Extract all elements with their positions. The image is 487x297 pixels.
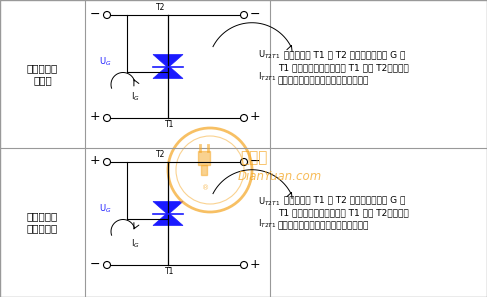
- Text: I$_{T2T1}$: I$_{T2T1}$: [258, 217, 277, 230]
- Text: 工作电压为 T1 正 T2 负，触发电压为 G 负: 工作电压为 T1 正 T2 负，触发电压为 G 负: [278, 50, 405, 59]
- Text: 这种方式为第四象限的正向触发方式。: 这种方式为第四象限的正向触发方式。: [278, 222, 369, 230]
- Text: +: +: [250, 257, 261, 271]
- Polygon shape: [153, 55, 183, 68]
- Text: I$_G$: I$_G$: [131, 237, 140, 250]
- Text: I$_G$: I$_G$: [131, 90, 140, 103]
- Text: −: −: [250, 154, 261, 168]
- Text: 第四象限正
向触发方式: 第四象限正 向触发方式: [27, 211, 58, 233]
- Text: T1 负，导通电流的方向是 T1 流向 T2，我们称: T1 负，导通电流的方向是 T1 流向 T2，我们称: [278, 208, 409, 217]
- Text: T1: T1: [165, 120, 175, 129]
- Text: 电源网: 电源网: [240, 151, 267, 165]
- Text: −: −: [90, 257, 100, 271]
- Text: −: −: [90, 7, 100, 20]
- Text: 工作电压为 T1 正 T2 负，触发电压为 G 正: 工作电压为 T1 正 T2 负，触发电压为 G 正: [278, 195, 405, 205]
- Text: I$_{T2T1}$: I$_{T2T1}$: [258, 70, 277, 83]
- Text: +: +: [90, 110, 100, 124]
- Polygon shape: [153, 212, 183, 225]
- Text: +: +: [90, 154, 100, 168]
- Text: U$_{T2T1}$: U$_{T2T1}$: [258, 48, 280, 61]
- Polygon shape: [153, 65, 183, 78]
- Text: U$_G$: U$_G$: [99, 55, 112, 68]
- Text: ®: ®: [203, 185, 209, 191]
- Text: U$_{T2T1}$: U$_{T2T1}$: [258, 195, 280, 208]
- Text: 第三象限正
向触发: 第三象限正 向触发: [27, 63, 58, 85]
- Text: DianYuan.com: DianYuan.com: [238, 170, 322, 182]
- Polygon shape: [201, 165, 207, 175]
- Text: T2: T2: [156, 3, 165, 12]
- Polygon shape: [153, 201, 183, 215]
- Text: T2: T2: [156, 150, 165, 159]
- Text: +: +: [250, 110, 261, 124]
- Text: T1: T1: [165, 267, 175, 276]
- Text: U$_G$: U$_G$: [99, 202, 112, 215]
- Polygon shape: [198, 151, 210, 165]
- Text: T1 正，导通电流的方向是 T1 流向 T2，我们称: T1 正，导通电流的方向是 T1 流向 T2，我们称: [278, 64, 409, 72]
- Text: 这种方式为第三象限的负向触发方式。: 这种方式为第三象限的负向触发方式。: [278, 77, 369, 86]
- Text: −: −: [250, 7, 261, 20]
